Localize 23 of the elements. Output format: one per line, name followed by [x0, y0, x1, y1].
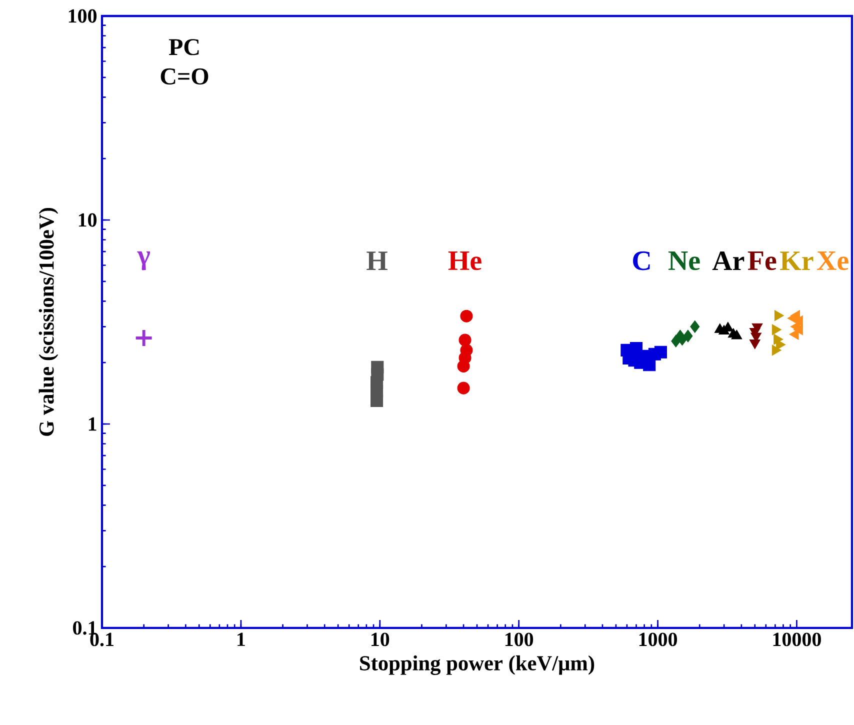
- x-tick-label: 1: [238, 632, 245, 646]
- series-label: Ne: [668, 251, 700, 270]
- y-tick-label: 100: [68, 9, 97, 23]
- x-axis-title: Stopping power (keV/μm): [360, 655, 594, 675]
- text: C=O: [160, 68, 208, 85]
- x-tick-label: 100: [505, 632, 534, 646]
- text: PC: [168, 39, 199, 56]
- x-tick-label: 1000: [639, 632, 678, 646]
- y-axis-title: G value (scissions/100eV): [38, 208, 58, 436]
- x-tick-label: 10000: [773, 632, 821, 646]
- x-tick-label: 10: [371, 632, 390, 646]
- series-label: Kr: [780, 252, 814, 270]
- text: C: [633, 251, 650, 270]
- y-tick-label: 10: [78, 213, 97, 227]
- text: H: [366, 252, 388, 270]
- y-tick-label: 1: [88, 417, 96, 431]
- series-label: Fe: [748, 251, 776, 270]
- y-tick-label: 0.1: [73, 621, 96, 635]
- text: γ: [137, 251, 150, 270]
- series-label: Ar: [712, 252, 744, 270]
- series-label: He: [448, 251, 482, 270]
- series-label: Xe: [816, 251, 848, 270]
- x-tick-label: 0.1: [90, 632, 114, 646]
